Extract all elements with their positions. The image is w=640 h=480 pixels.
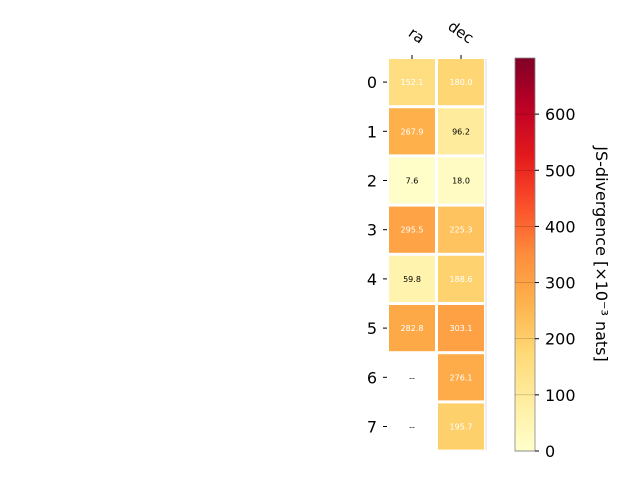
heatmap-cell: [438, 305, 484, 352]
colorbar-tick-label: 500: [545, 161, 576, 180]
cell-value-label: 59.8: [403, 275, 421, 284]
colorbar: 0 100 200 300 400 500 600: [514, 57, 576, 461]
cell-value-label: 225.3: [450, 226, 473, 235]
colorbar-gradient: [514, 57, 536, 452]
colorbar-tick-label: 0: [545, 442, 555, 461]
cell-value-label: 295.5: [401, 226, 424, 235]
heatmap-cell: [438, 157, 484, 204]
cell-value-label: 152.1: [401, 78, 424, 87]
heatmap-cell: [389, 305, 435, 352]
cell-value-label: 303.1: [450, 324, 473, 333]
cell-value-label: 282.8: [401, 324, 424, 333]
heatmap-cell: [389, 255, 435, 302]
x-tick-label: dec: [445, 17, 477, 47]
cell-value-label: 188.6: [450, 275, 473, 284]
cell-value-label: 195.7: [450, 423, 473, 432]
colorbar-label: JS-divergence [×10⁻³ nats]: [592, 145, 611, 361]
heatmap-cell: [389, 108, 435, 155]
heatmap-cell: [438, 403, 484, 450]
y-tick-label: 1: [367, 122, 377, 141]
heatmap-cells: 152.1 180.0 267.9 96.2 7.6 18.0 295.5 225.3 59.8…: [389, 59, 484, 450]
colorbar-tick-label: 100: [545, 386, 576, 405]
y-tick-label: 2: [367, 172, 377, 191]
y-tick-label: 5: [367, 319, 377, 338]
cell-value-label: 96.2: [452, 127, 470, 136]
cell-value-label: 276.1: [450, 373, 473, 382]
colorbar-tick-label: 300: [545, 274, 576, 293]
colorbar-tick-label: 200: [545, 330, 576, 349]
heatmap-cell: [438, 108, 484, 155]
heatmap-cell: [389, 157, 435, 204]
cell-value-label: --: [409, 423, 415, 432]
heatmap-cell: [438, 354, 484, 401]
y-tick-label: 7: [367, 418, 377, 437]
y-tick-label: 3: [367, 221, 377, 240]
heatmap-cell: [438, 255, 484, 302]
y-tick-label: 4: [367, 270, 377, 289]
cell-value-label: 7.6: [406, 177, 419, 186]
cell-value-label: 267.9: [401, 127, 424, 136]
y-tick-label: 0: [367, 73, 377, 92]
heatmap-cell: [389, 59, 435, 106]
y-tick-label: 6: [367, 368, 377, 387]
colorbar-tick-label: 600: [545, 105, 576, 124]
cell-value-label: 18.0: [452, 177, 470, 186]
heatmap-cell: [438, 59, 484, 106]
x-axis: ra dec: [405, 17, 477, 59]
cell-value-label: --: [409, 373, 415, 382]
cell-value-label: 180.0: [450, 78, 473, 87]
y-axis: 0 1 2 3 4 5 6 7: [367, 59, 487, 450]
colorbar-tick-label: 400: [545, 217, 576, 236]
x-tick-label: ra: [405, 24, 428, 48]
heatmap-cell: [389, 206, 435, 253]
heatmap-cell: [438, 206, 484, 253]
